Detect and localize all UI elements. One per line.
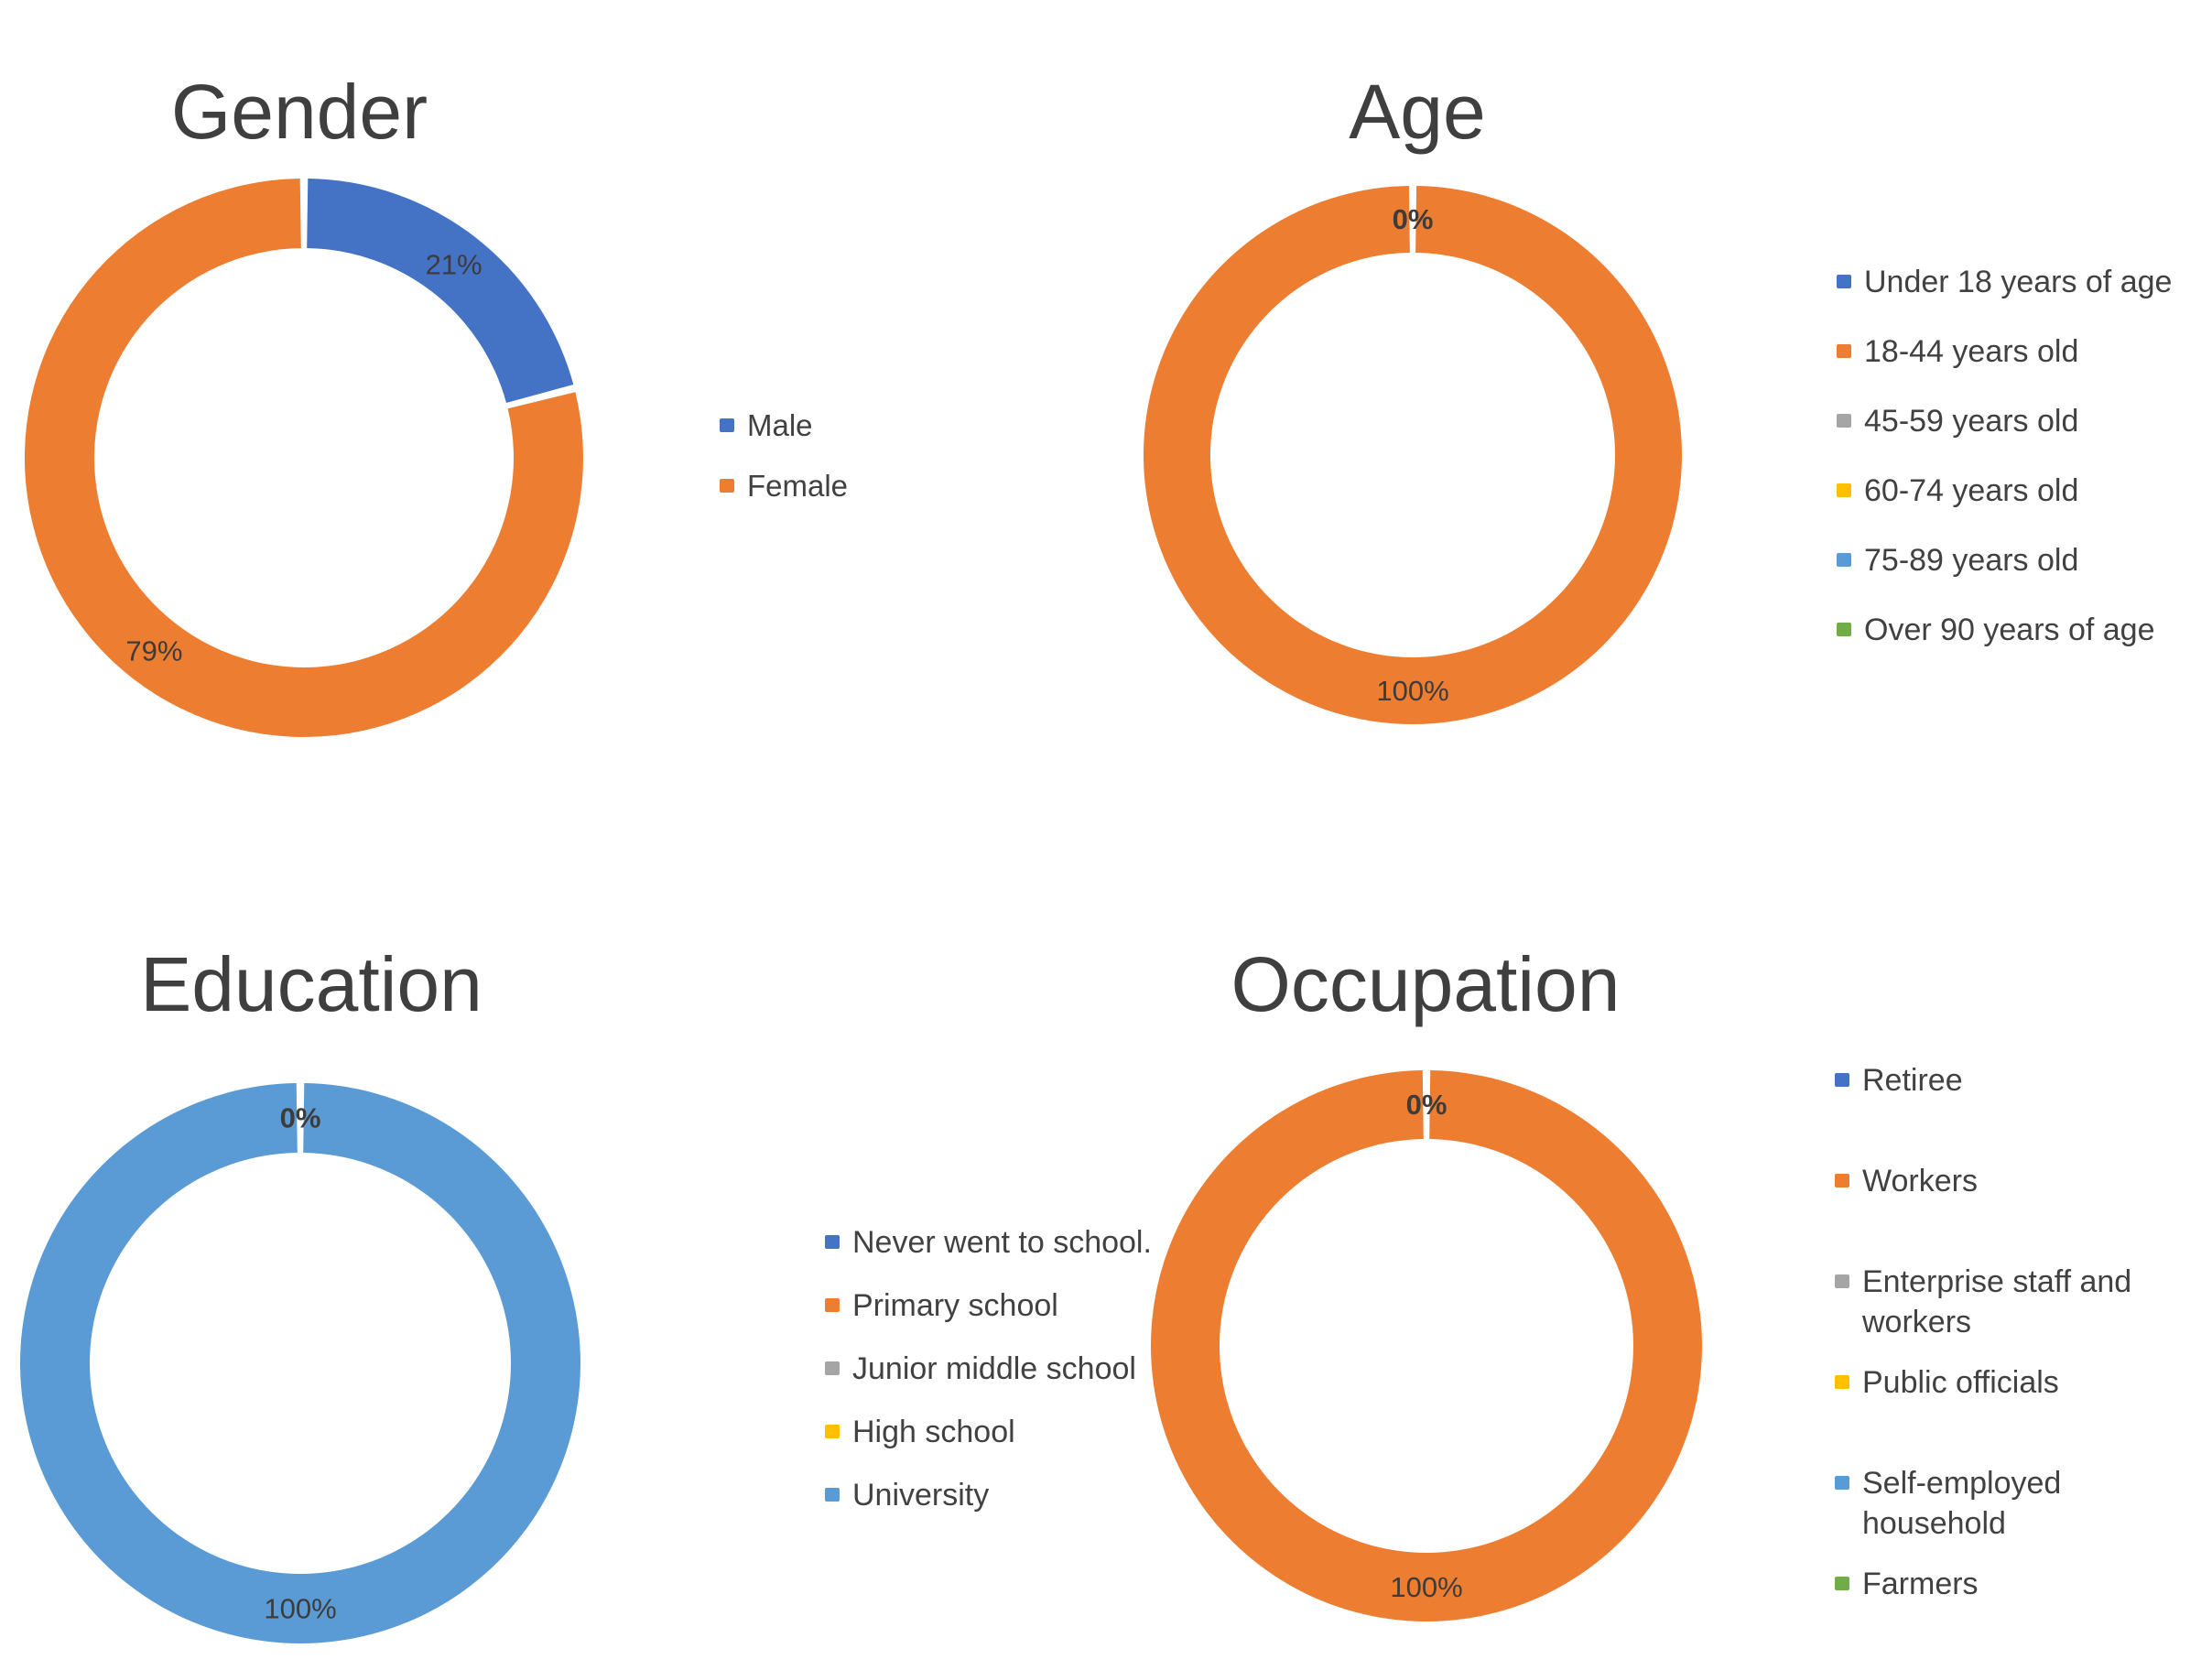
legend-label: Never went to school. — [852, 1225, 1152, 1260]
legend-label: Primary school — [852, 1288, 1058, 1323]
legend-marker-icon — [1835, 1073, 1849, 1087]
donut-slice-workers — [1151, 1070, 1702, 1621]
legend-marker-icon — [1835, 1375, 1849, 1389]
legend-marker-icon — [1835, 1577, 1849, 1590]
legend-label: Retiree — [1862, 1063, 1963, 1098]
legend-item: Junior middle school — [825, 1338, 1173, 1401]
legend-label: 45-59 years old — [1864, 404, 2079, 439]
legend-label: Workers — [1862, 1164, 1978, 1198]
gender-chart-title: Gender — [170, 68, 428, 155]
education-chart-title: Education — [140, 940, 483, 1027]
legend-marker-icon — [1837, 483, 1851, 497]
legend-item: 45-59 years old — [1837, 386, 2212, 456]
legend-label: Over 90 years of age — [1864, 613, 2155, 647]
legend-label: University — [852, 1478, 990, 1513]
legend-item: Female — [720, 456, 958, 516]
legend-item: Self-employed household — [1835, 1433, 2146, 1541]
legend-item: Never went to school. — [825, 1211, 1173, 1274]
occupation-legend: Retiree Workers Enterprise staff and worke… — [1835, 1030, 2146, 1634]
legend-marker-icon — [1837, 553, 1851, 567]
age-donut: 100% 0% — [1144, 186, 1682, 724]
legend-label: Male — [747, 408, 813, 442]
age-legend: Under 18 years of age 18-44 years old 45-5… — [1837, 247, 2212, 665]
legend-marker-icon — [1837, 344, 1851, 358]
donut-slice-18-44-years-old — [1144, 186, 1682, 724]
legend-label: Under 18 years of age — [1864, 265, 2173, 299]
legend-item: Enterprise staff and workers — [1835, 1231, 2146, 1339]
legend-marker-icon — [1835, 1274, 1849, 1288]
legend-label: Self-employed household — [1862, 1466, 2062, 1541]
gender-legend: Male Female — [720, 396, 958, 516]
legend-item: Under 18 years of age — [1837, 247, 2212, 317]
legend-label: 18-44 years old — [1864, 334, 2079, 369]
legend-label: Public officials — [1862, 1365, 2059, 1400]
donut-slice-university — [20, 1083, 580, 1643]
legend-item: High school — [825, 1401, 1173, 1464]
legend-item: Retiree — [1835, 1030, 2146, 1131]
legend-label: Farmers — [1862, 1567, 1979, 1601]
data-label: 100% — [264, 1593, 336, 1625]
legend-marker-icon — [1837, 623, 1851, 636]
legend-label: Enterprise staff and workers — [1862, 1264, 2132, 1339]
legend-item: Male — [720, 396, 958, 456]
education-donut: 100% 0% — [20, 1083, 580, 1643]
data-label: 21% — [426, 249, 483, 281]
legend-marker-icon — [825, 1235, 840, 1249]
legend-item: 60-74 years old — [1837, 456, 2212, 526]
legend-item: University — [825, 1464, 1173, 1527]
legend-marker-icon — [825, 1361, 840, 1375]
donut-slice-male — [307, 179, 574, 403]
legend-marker-icon — [720, 418, 734, 432]
data-label: 100% — [1390, 1571, 1462, 1603]
legend-marker-icon — [1835, 1476, 1849, 1490]
data-label: 100% — [1376, 675, 1448, 707]
legend-item: Farmers — [1835, 1534, 2146, 1634]
legend-item: Public officials — [1835, 1332, 2146, 1433]
legend-label: High school — [852, 1415, 1015, 1449]
legend-item: 75-89 years old — [1837, 526, 2212, 595]
data-label: 0% — [280, 1102, 321, 1134]
education-legend: Never went to school. Primary school Junio… — [825, 1211, 1173, 1527]
legend-marker-icon — [1837, 275, 1851, 288]
gender-donut: 21% 79% — [25, 179, 583, 737]
age-chart-title: Age — [1349, 68, 1486, 155]
data-label: 0% — [1393, 203, 1434, 235]
legend-label: 60-74 years old — [1864, 473, 2079, 508]
legend-marker-icon — [825, 1488, 840, 1502]
legend-marker-icon — [1837, 414, 1851, 428]
legend-label: Female — [747, 469, 849, 503]
legend-marker-icon — [825, 1298, 840, 1312]
occupation-donut: 100% 0% — [1151, 1070, 1702, 1621]
legend-marker-icon — [825, 1425, 840, 1438]
legend-item: 18-44 years old — [1837, 317, 2212, 386]
legend-item: Workers — [1835, 1131, 2146, 1231]
occupation-chart-title: Occupation — [1231, 940, 1621, 1027]
legend-label: Junior middle school — [852, 1351, 1136, 1386]
data-label: 0% — [1406, 1089, 1448, 1121]
legend-marker-icon — [1835, 1174, 1849, 1187]
legend-marker-icon — [720, 479, 734, 493]
legend-item: Primary school — [825, 1274, 1173, 1338]
legend-item: Over 90 years of age — [1837, 595, 2212, 665]
data-label: 79% — [125, 635, 182, 667]
legend-label: 75-89 years old — [1864, 543, 2079, 578]
